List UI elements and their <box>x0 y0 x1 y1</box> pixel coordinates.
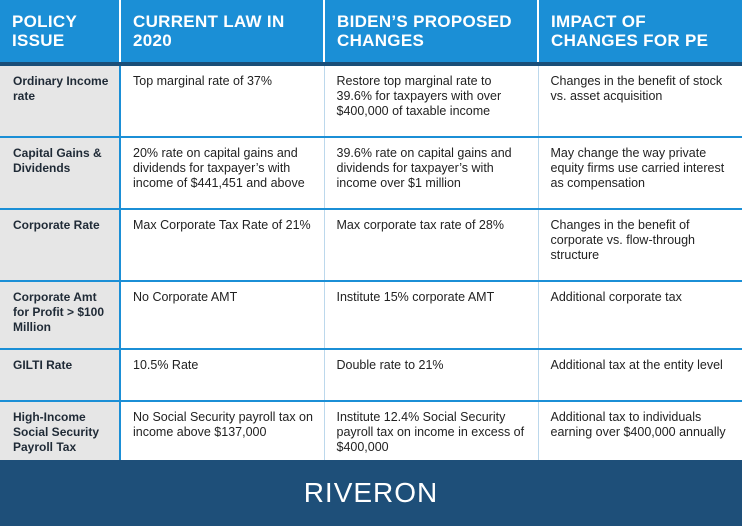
impact-cell: Additional tax to individuals earning ov… <box>538 401 742 462</box>
header-policy-issue: POLICY ISSUE <box>0 0 121 66</box>
policy-issue-cell: GILTI Rate <box>0 349 121 402</box>
riveron-logo: RIVERON <box>303 477 439 508</box>
table-row: Ordinary Income rate Top marginal rate o… <box>0 64 742 138</box>
header-proposed-changes: BIDEN’S PROPOSED CHANGES <box>324 0 539 66</box>
footer-bar: RIVERON <box>0 460 742 526</box>
table-row: Corporate Rate Max Corporate Tax Rate of… <box>0 209 742 282</box>
current-law-cell: No Social Security payroll tax on income… <box>120 401 325 462</box>
policy-issue-cell: Capital Gains & Dividends <box>0 137 121 210</box>
header-impact: IMPACT OF CHANGES FOR PE <box>538 0 742 66</box>
current-law-cell: 10.5% Rate <box>120 349 325 402</box>
table-row: Corporate Amt for Profit > $100 Million … <box>0 281 742 350</box>
policy-table: POLICY ISSUE CURRENT LAW IN 2020 BIDEN’S… <box>0 0 742 462</box>
proposed-change-cell: Institute 12.4% Social Security payroll … <box>324 401 539 462</box>
proposed-change-cell: Double rate to 21% <box>324 349 539 402</box>
policy-issue-cell: Corporate Amt for Profit > $100 Million <box>0 281 121 350</box>
proposed-change-cell: Institute 15% corporate AMT <box>324 281 539 350</box>
proposed-change-cell: Restore top marginal rate to 39.6% for t… <box>324 64 539 138</box>
impact-cell: Additional tax at the entity level <box>538 349 742 402</box>
table-row: Capital Gains & Dividends 20% rate on ca… <box>0 137 742 210</box>
policy-issue-cell: High-Income Social Security Payroll Tax <box>0 401 121 462</box>
current-law-cell: Max Corporate Tax Rate of 21% <box>120 209 325 282</box>
impact-cell: Additional corporate tax <box>538 281 742 350</box>
impact-cell: Changes in the benefit of corporate vs. … <box>538 209 742 282</box>
table-row: GILTI Rate 10.5% Rate Double rate to 21%… <box>0 349 742 402</box>
current-law-cell: 20% rate on capital gains and dividends … <box>120 137 325 210</box>
policy-issue-cell: Corporate Rate <box>0 209 121 282</box>
current-law-cell: No Corporate AMT <box>120 281 325 350</box>
policy-issue-cell: Ordinary Income rate <box>0 64 121 138</box>
impact-cell: Changes in the benefit of stock vs. asse… <box>538 64 742 138</box>
proposed-change-cell: Max corporate tax rate of 28% <box>324 209 539 282</box>
proposed-change-cell: 39.6% rate on capital gains and dividend… <box>324 137 539 210</box>
header-current-law: CURRENT LAW IN 2020 <box>120 0 325 66</box>
table-header-row: POLICY ISSUE CURRENT LAW IN 2020 BIDEN’S… <box>0 0 742 66</box>
impact-cell: May change the way private equity firms … <box>538 137 742 210</box>
table-row: High-Income Social Security Payroll Tax … <box>0 401 742 462</box>
current-law-cell: Top marginal rate of 37% <box>120 64 325 138</box>
